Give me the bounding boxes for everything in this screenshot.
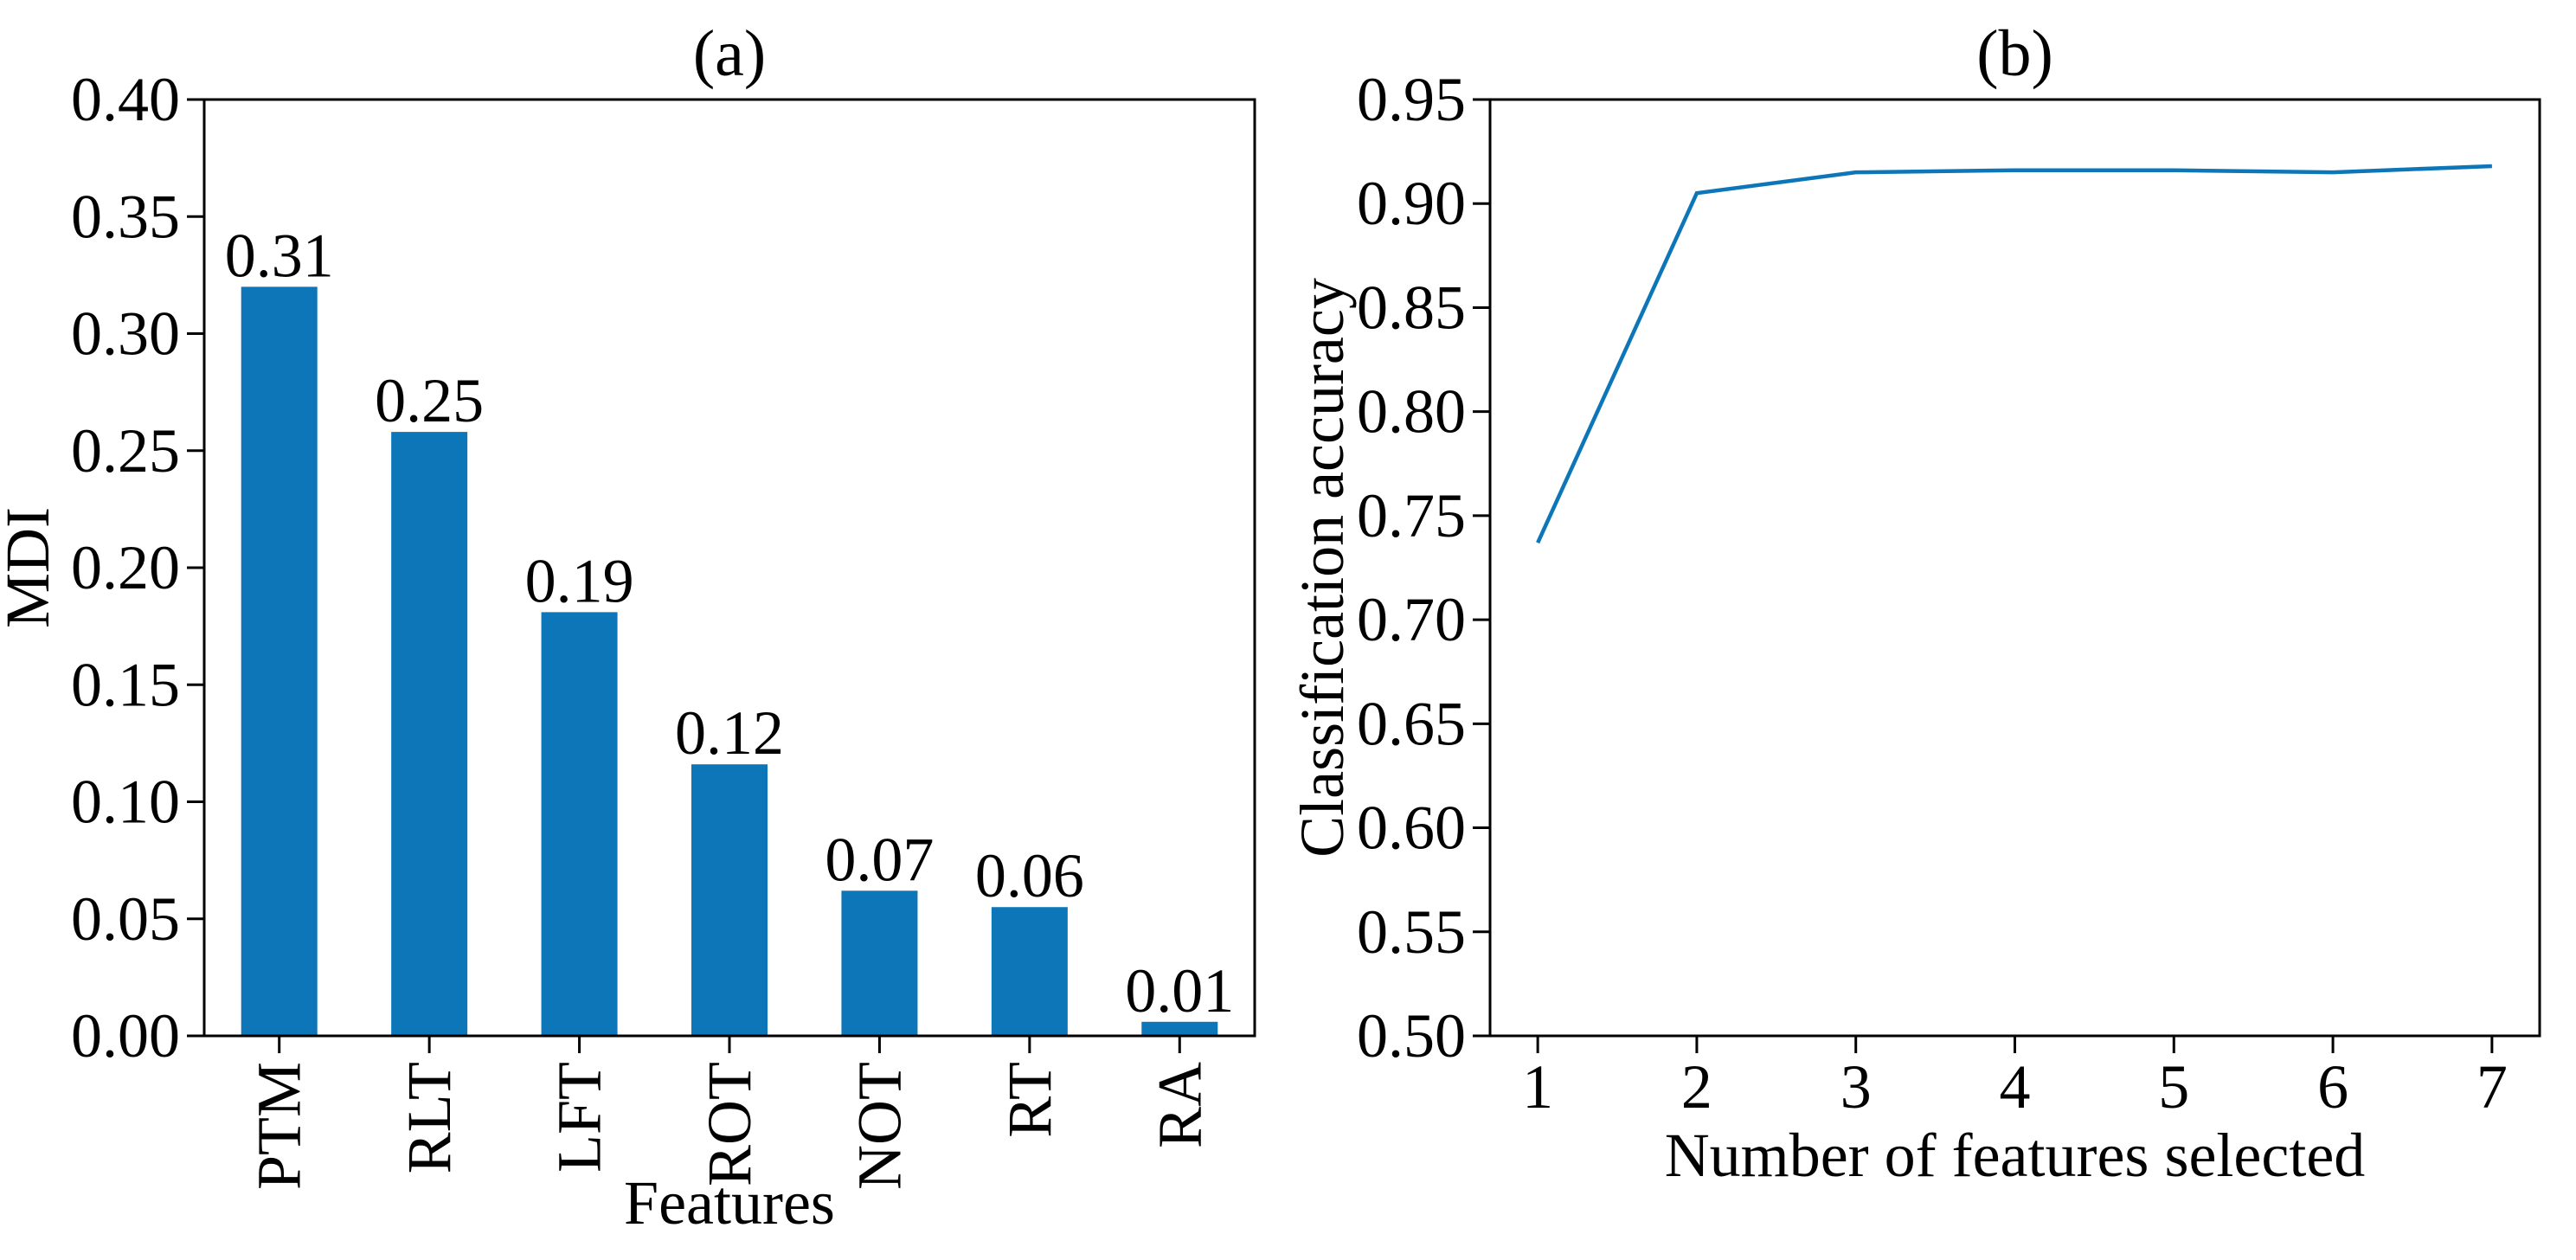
bar-PTM	[241, 286, 318, 1036]
subplot-b-x-tick-label-4: 4	[2000, 1052, 2031, 1122]
subplot-b-title: (b)	[1976, 17, 2053, 90]
subplot-b-x-tick-label-3: 3	[1840, 1052, 1872, 1122]
subplot-a-y-tick-label: 0.00	[71, 1001, 180, 1070]
subplot-a-y-tick-label: 0.05	[71, 884, 180, 954]
subplot-a-xlabel: Features	[624, 1168, 835, 1238]
subplot-a-x-tick-label-RA: RA	[1145, 1062, 1214, 1148]
subplot-a-y-tick-label: 0.30	[71, 299, 180, 369]
subplot-b-xlabel: Number of features selected	[1664, 1121, 2366, 1190]
bar-value-label-RLT: 0.25	[375, 366, 484, 435]
subplot-b-y-tick-label: 0.50	[1357, 1001, 1466, 1070]
subplot-b-x-tick-label-1: 1	[1522, 1052, 1553, 1122]
bar-value-label-RA: 0.01	[1125, 956, 1234, 1025]
bar-value-label-ROT: 0.12	[675, 698, 784, 768]
subplot-b-x-tick-label-5: 5	[2158, 1052, 2189, 1122]
bar-ROT	[691, 764, 768, 1036]
subplot-a-x-tick-label-RT: RT	[995, 1062, 1064, 1138]
bar-value-label-RT: 0.06	[975, 841, 1084, 910]
subplot-b-y-tick-label: 0.85	[1357, 273, 1466, 342]
subplot-b-x-tick-label-2: 2	[1681, 1052, 1712, 1122]
subplot-b-y-tick-label: 0.65	[1357, 689, 1466, 758]
subplot-a-x-tick-label-NOT: NOT	[845, 1062, 914, 1190]
subplot-b-y-tick-label: 0.75	[1357, 481, 1466, 550]
subplot-a-x-tick-label-LFT: LFT	[545, 1062, 614, 1173]
subplot-a-y-tick-label: 0.40	[71, 65, 180, 134]
subplot-b-y-tick-label: 0.70	[1357, 585, 1466, 654]
bar-value-label-NOT: 0.07	[825, 825, 934, 894]
bar-RT	[991, 907, 1068, 1036]
subplot-a-x-tick-label-PTM: PTM	[245, 1062, 314, 1190]
bar-RLT	[391, 432, 468, 1036]
bar-RA	[1141, 1021, 1218, 1036]
subplot-a-y-tick-label: 0.20	[71, 533, 180, 602]
subplot-a-y-tick-label: 0.25	[71, 416, 180, 485]
subplot-b-y-tick-label: 0.95	[1357, 65, 1466, 134]
subplot-a-y-tick-label: 0.15	[71, 650, 180, 719]
accuracy-line	[1536, 164, 2492, 544]
subplot-b-x-tick-label-7: 7	[2476, 1052, 2508, 1122]
subplot-b-y-tick-label: 0.60	[1357, 794, 1466, 863]
bar-LFT	[541, 612, 618, 1036]
subplot-a-ylabel: MDI	[0, 507, 62, 628]
bar-value-label-LFT: 0.19	[525, 546, 634, 615]
subplot-b-y-tick-label: 0.90	[1357, 169, 1466, 238]
subplot-a-title: (a)	[692, 17, 767, 90]
subplot-a-spines	[202, 98, 1256, 1038]
subplot-a-y-tick-label: 0.35	[71, 182, 180, 251]
subplot-b-spines	[1488, 98, 2541, 1038]
subplot-a-x-tick-label-RLT: RLT	[395, 1062, 464, 1173]
bar-NOT	[841, 890, 918, 1036]
subplot-b-y-tick-label: 0.80	[1357, 377, 1466, 447]
subplot-b-x-tick-label-6: 6	[2317, 1052, 2348, 1122]
subplot-a-x-tick-label-ROT: ROT	[695, 1062, 764, 1186]
bar-value-label-PTM: 0.31	[225, 221, 334, 290]
subplot-a-y-tick-label: 0.10	[71, 768, 180, 837]
subplot-b-ylabel: Classification accuracy	[1288, 278, 1357, 858]
subplot-b-y-tick-label: 0.55	[1357, 897, 1466, 967]
